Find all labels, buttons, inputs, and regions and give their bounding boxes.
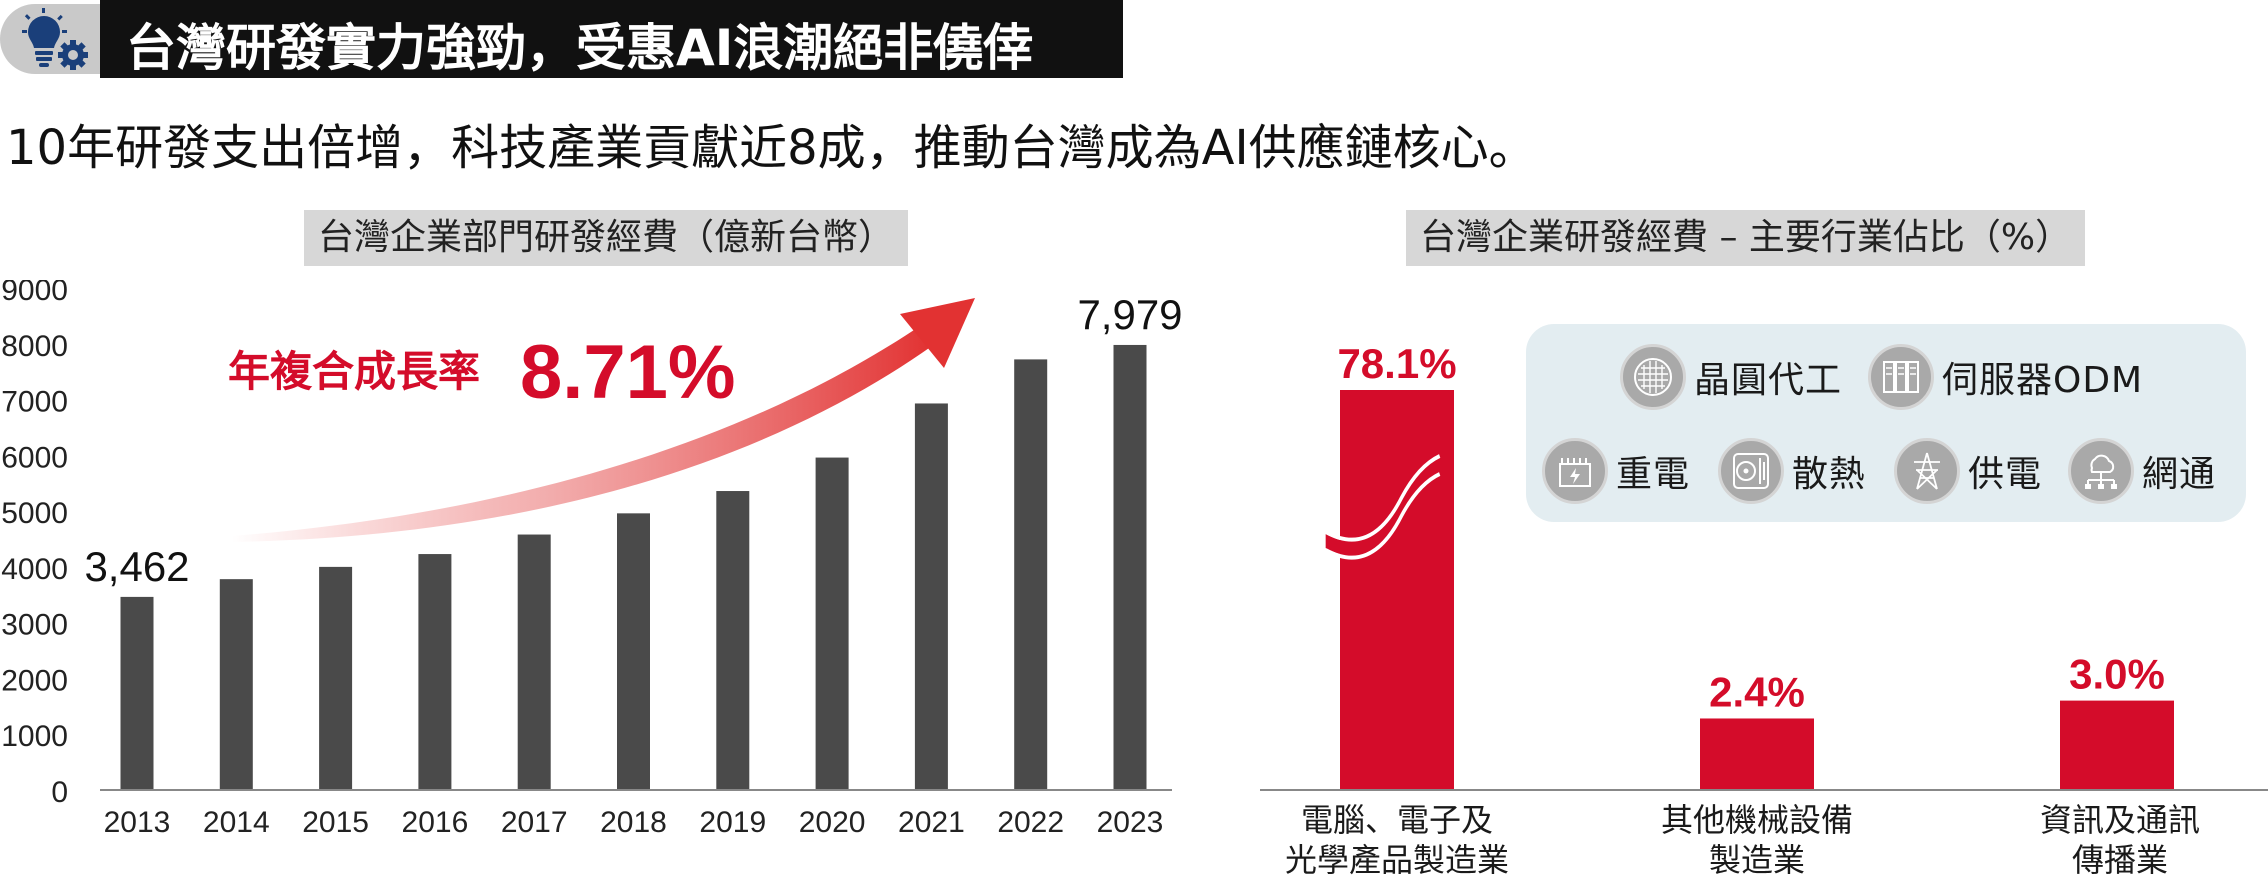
category-label-line: 其他機械設備 xyxy=(1660,801,1853,839)
legend-item-power-supply: 供電 xyxy=(1894,436,2042,506)
y-tick-label: 4000 xyxy=(1,553,68,586)
x-tick-label: 2013 xyxy=(104,806,171,839)
industry-share-bar-chart: 78.1% 2.4% 3.0% xyxy=(1260,340,2268,791)
growth-arrow xyxy=(232,298,975,542)
subtitle: 10年研發支出倍增，科技產業貢獻近8成，推動台灣成為AI供應鏈核心。 xyxy=(6,120,1537,176)
category-label-electronics: 電腦、電子及 光學產品製造業 xyxy=(1237,800,1557,880)
legend-item-heavy-electric: 重電 xyxy=(1542,436,1690,506)
bar-2015 xyxy=(319,566,353,790)
bar-2014 xyxy=(219,579,253,790)
network-icon xyxy=(2068,438,2134,504)
server-icon xyxy=(1868,344,1934,410)
x-tick-label: 2020 xyxy=(799,806,866,839)
legend-label: 散熱 xyxy=(1792,454,1867,495)
bar-2017 xyxy=(517,534,551,790)
lightbulb-gear-icon xyxy=(22,8,88,70)
y-tick-label: 8000 xyxy=(1,330,68,363)
legend-label: 網通 xyxy=(2142,454,2217,495)
power-supply-icon xyxy=(1542,438,1608,504)
legend-label: 晶圓代工 xyxy=(1694,360,1843,401)
x-tick-label: 2014 xyxy=(203,806,270,839)
wafer-icon xyxy=(1620,344,1686,410)
left-chart-title: 台灣企業部門研發經費（億新台幣） xyxy=(304,210,909,266)
y-tick-label: 9000 xyxy=(1,280,68,307)
cagr-value: 8.71% xyxy=(520,330,736,415)
power-tower-icon xyxy=(1894,438,1960,504)
cagr-label: 年複合成長率 xyxy=(228,348,480,395)
legend-item-server-odm: 伺服器ODM xyxy=(1868,342,2143,412)
legend-item-foundry: 晶圓代工 xyxy=(1620,342,1842,412)
data-label: 3.0% xyxy=(2069,651,2165,698)
bar-2022 xyxy=(1014,359,1048,790)
axis-break-mark xyxy=(1324,454,1441,560)
x-tick-label: 2015 xyxy=(302,806,369,839)
legend-item-cooling: 散熱 xyxy=(1718,436,1866,506)
bar-2023 xyxy=(1113,344,1147,790)
x-tick-label: 2019 xyxy=(699,806,766,839)
header-title-box: 台灣研發實力強勁，受惠AI浪潮絕非僥倖 xyxy=(100,0,1123,78)
industry-bar xyxy=(2060,700,2174,790)
rd-expenditure-bar-chart: 0 1000 2000 3000 4000 5000 6000 7000 8000 9000 20… xyxy=(1,280,1182,839)
header-bar: 台灣研發實力強勁，受惠AI浪潮絕非僥倖 xyxy=(0,0,1123,78)
y-tick-label: 0 xyxy=(51,776,68,809)
cooling-fan-icon xyxy=(1718,438,1784,504)
bar-2018 xyxy=(617,513,650,790)
industry-bar xyxy=(1340,390,1454,790)
x-tick-label: 2016 xyxy=(402,806,469,839)
legend-item-networking: 網通 xyxy=(2068,436,2216,506)
bar-2013 xyxy=(120,596,154,790)
legend-label: 重電 xyxy=(1616,454,1691,495)
right-chart-title: 台灣企業研發經費 – 主要行業佔比（%） xyxy=(1406,210,2086,266)
header-title: 台灣研發實力強勁，受惠AI浪潮絕非僥倖 xyxy=(126,19,1034,77)
y-tick-label: 5000 xyxy=(1,497,68,530)
x-tick-label: 2021 xyxy=(898,806,965,839)
x-tick-label: 2022 xyxy=(997,806,1064,839)
x-tick-label: 2018 xyxy=(600,806,667,839)
y-tick-label: 1000 xyxy=(1,720,68,753)
legend-label: 伺服器ODM xyxy=(1942,360,2144,401)
category-label-machinery: 其他機械設備 製造業 xyxy=(1597,800,1917,880)
industry-legend: 晶圓代工 伺服器ODM 重電 xyxy=(1526,324,2246,522)
data-label: 7,979 xyxy=(1077,291,1182,338)
data-label: 78.1% xyxy=(1337,340,1456,387)
category-label-line: 光學產品製造業 xyxy=(1284,841,1509,879)
bar-2016 xyxy=(418,554,452,790)
data-label: 3,462 xyxy=(84,543,189,590)
industry-bar xyxy=(1700,718,1814,790)
category-label-line: 傳播業 xyxy=(2071,841,2168,879)
bar-2020 xyxy=(815,457,849,790)
y-tick-label: 3000 xyxy=(1,609,68,642)
bar-2021 xyxy=(914,403,948,790)
bar-2019 xyxy=(716,491,750,790)
x-tick-label: 2023 xyxy=(1097,806,1164,839)
legend-label: 供電 xyxy=(1968,454,2043,495)
category-label-ict: 資訊及通訊 傳播業 xyxy=(1960,800,2268,880)
category-label-line: 電腦、電子及 xyxy=(1300,801,1493,839)
category-label-line: 資訊及通訊 xyxy=(2039,801,2200,839)
category-label-line: 製造業 xyxy=(1708,841,1805,879)
y-tick-label: 2000 xyxy=(1,664,68,697)
data-label: 2.4% xyxy=(1709,668,1805,715)
y-tick-label: 7000 xyxy=(1,386,68,419)
y-tick-label: 6000 xyxy=(1,441,68,474)
x-tick-label: 2017 xyxy=(501,806,568,839)
